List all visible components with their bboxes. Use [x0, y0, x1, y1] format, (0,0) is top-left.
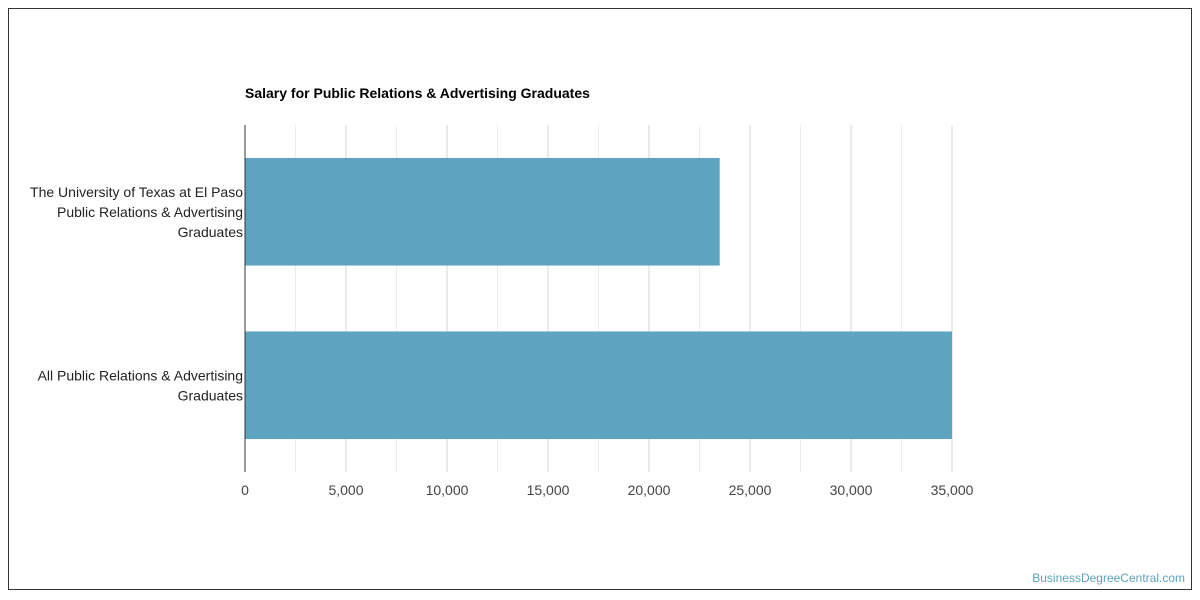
x-tick-label: 10,000: [426, 482, 469, 498]
category-label-0: The University of Texas at El Paso Public…: [30, 184, 243, 240]
x-tick-label: 30,000: [830, 482, 873, 498]
category-label-line: The University of Texas at El Paso: [30, 184, 243, 200]
bar-0: [245, 157, 720, 266]
category-label-line: All Public Relations & Advertising: [38, 367, 243, 383]
x-tick-label: 15,000: [527, 482, 570, 498]
category-labels: The University of Texas at El Paso Public…: [30, 184, 243, 404]
x-tick-label: 0: [241, 482, 249, 498]
category-label-line: Public Relations & Advertising: [57, 204, 243, 220]
x-tick-labels: 0 5,000 10,000 15,000 20,000 25,000 30,000 35,0…: [241, 482, 974, 498]
category-label-1: All Public Relations & Advertising Gradua…: [38, 367, 243, 403]
x-tick-label: 35,000: [931, 482, 974, 498]
x-tick-label: 25,000: [729, 482, 772, 498]
watermark[interactable]: BusinessDegreeCentral.com: [1032, 571, 1185, 585]
bar-1: [245, 331, 952, 440]
bars: [245, 157, 952, 440]
chart-title: Salary for Public Relations & Advertisin…: [245, 85, 590, 101]
x-tick-label: 20,000: [628, 482, 671, 498]
category-label-line: Graduates: [178, 387, 243, 403]
x-tick-label: 5,000: [328, 482, 363, 498]
category-label-line: Graduates: [178, 224, 243, 240]
chart-frame: [8, 8, 1192, 590]
